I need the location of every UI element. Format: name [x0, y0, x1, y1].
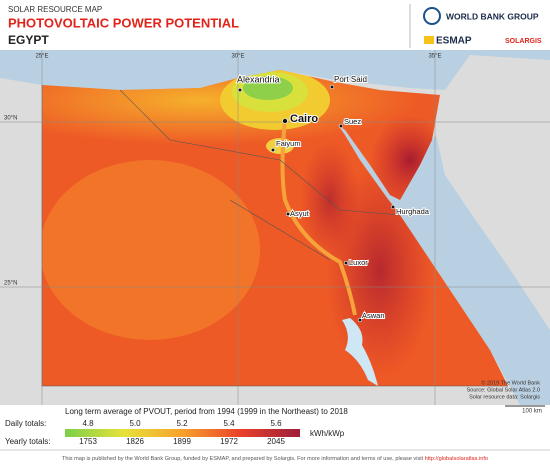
world-bank-logo: [423, 7, 441, 25]
color-bar: [65, 429, 300, 437]
city-dot: [270, 147, 276, 153]
country-name: EGYPT: [8, 33, 49, 47]
cities: Alexandria Port Said Cairo Suez Faiyum Asyut H…: [236, 73, 431, 323]
city-label: Aswan: [362, 311, 385, 320]
footer-link[interactable]: http://globalsolaratlas.info: [425, 456, 488, 462]
daily-value: 4.8: [82, 419, 94, 428]
city-label: Hurghada: [396, 207, 430, 216]
graticule-labels: 25°E 30°E 35°E 30°N 25°N: [4, 54, 442, 287]
graticule-label: 30°E: [231, 54, 244, 60]
esmap-logo: [424, 36, 434, 44]
city-label: Cairo: [290, 113, 318, 125]
graticule-label: 35°E: [428, 54, 441, 60]
city-dot: [285, 211, 291, 217]
esmap-name: ESMAP: [436, 36, 472, 47]
city-dot: [237, 87, 243, 93]
footer-text: This map is published by the World Bank …: [62, 456, 425, 462]
city-dot: [343, 260, 349, 266]
credit: Source: Global Solar Atlas 2.0: [467, 387, 540, 393]
city-label: Asyut: [290, 209, 310, 218]
daily-value: 5.6: [270, 419, 282, 428]
yearly-value: 1826: [126, 437, 144, 446]
graticule-label: 30°N: [4, 116, 17, 122]
scale-label: 100 km: [522, 409, 542, 415]
map-subtitle: SOLAR RESOURCE MAP: [8, 5, 102, 14]
map-title: PHOTOVOLTAIC POWER POTENTIAL: [8, 15, 239, 30]
daily-label: Daily totals:: [5, 419, 46, 428]
legend-title: Long term average of PVOUT, period from …: [65, 407, 348, 416]
yearly-label: Yearly totals:: [5, 437, 51, 446]
daily-value: 5.2: [176, 419, 188, 428]
yearly-value: 2045: [267, 437, 285, 446]
header: SOLAR RESOURCE MAP PHOTOVOLTAIC POWER PO…: [8, 4, 542, 48]
legend: Long term average of PVOUT, period from …: [5, 405, 545, 446]
city-label: Port Said: [334, 75, 367, 84]
city-dot: [357, 317, 363, 323]
city-dot: [282, 118, 288, 124]
world-bank-name: WORLD BANK GROUP: [446, 11, 539, 21]
legend-unit: kWh/kWp: [310, 429, 345, 438]
credit: © 2019 The World Bank: [481, 379, 540, 386]
solargis-name: SOLARGIS: [505, 38, 542, 45]
yearly-value: 1972: [220, 437, 238, 446]
graticule-label: 25°N: [4, 281, 17, 287]
city-dot: [329, 84, 335, 90]
city-label: Alexandria: [237, 74, 280, 84]
graticule-label: 25°E: [35, 54, 48, 60]
city-dot: [338, 123, 344, 129]
graticule: [0, 50, 550, 405]
credit: Solar resource data: Solargis: [469, 394, 540, 400]
city-label: Faiyum: [276, 139, 301, 148]
daily-value: 5.4: [223, 419, 235, 428]
yearly-value: 1899: [173, 437, 191, 446]
red-sea: [338, 125, 550, 405]
footer: This map is published by the World Bank …: [62, 456, 488, 462]
city-label: Suez: [344, 117, 361, 126]
mediterranean: [0, 50, 550, 90]
daily-value: 5.0: [129, 419, 141, 428]
city-label: Luxor: [349, 258, 368, 267]
map: 25°E 30°E 35°E 30°N 25°N Alexandria Port Said…: [0, 50, 550, 405]
lake-nasser: [342, 318, 378, 386]
city-dot: [390, 204, 396, 210]
yearly-value: 1753: [79, 437, 97, 446]
